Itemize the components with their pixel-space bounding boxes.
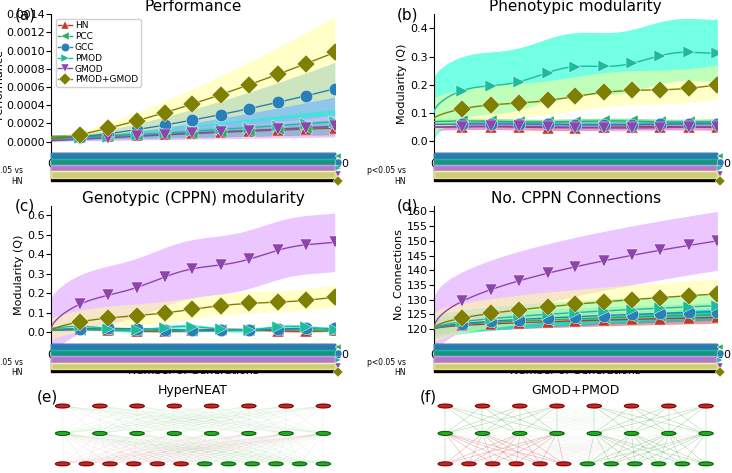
Circle shape <box>245 462 259 466</box>
Circle shape <box>130 431 144 435</box>
Circle shape <box>204 404 219 408</box>
Circle shape <box>438 431 452 435</box>
Circle shape <box>651 462 665 466</box>
Circle shape <box>316 404 330 408</box>
Text: p<0.05 vs
HN: p<0.05 vs HN <box>367 358 406 377</box>
Circle shape <box>56 431 70 435</box>
Circle shape <box>475 431 490 435</box>
Circle shape <box>699 404 713 408</box>
Bar <box>51 171 335 177</box>
Circle shape <box>462 462 476 466</box>
Bar <box>434 344 717 350</box>
Circle shape <box>438 462 452 466</box>
Bar <box>434 171 717 177</box>
Bar <box>51 153 335 159</box>
Bar <box>434 159 717 165</box>
Circle shape <box>699 462 713 466</box>
Circle shape <box>198 462 212 466</box>
Bar <box>51 165 335 171</box>
Circle shape <box>699 431 713 435</box>
Circle shape <box>550 431 564 435</box>
Circle shape <box>93 404 107 408</box>
Bar <box>434 363 717 369</box>
Circle shape <box>316 431 330 435</box>
Circle shape <box>222 462 236 466</box>
Circle shape <box>550 404 564 408</box>
Circle shape <box>293 462 307 466</box>
Bar <box>51 344 335 372</box>
Text: p<0.05 vs
HN: p<0.05 vs HN <box>0 358 23 377</box>
Bar <box>434 165 717 171</box>
X-axis label: Number of Generations: Number of Generations <box>510 366 641 376</box>
Legend: HN, PCC, GCC, PMOD, GMOD, PMOD+GMOD: HN, PCC, GCC, PMOD, GMOD, PMOD+GMOD <box>56 19 141 87</box>
Circle shape <box>438 404 452 408</box>
Circle shape <box>624 404 638 408</box>
Circle shape <box>279 404 294 408</box>
Text: p<0.05 vs
HN: p<0.05 vs HN <box>367 166 406 186</box>
Circle shape <box>130 404 144 408</box>
Bar <box>434 153 717 159</box>
Circle shape <box>167 404 182 408</box>
Circle shape <box>269 462 283 466</box>
Circle shape <box>512 404 527 408</box>
Y-axis label: Modularity (Q): Modularity (Q) <box>15 235 24 315</box>
Circle shape <box>167 431 182 435</box>
Title: Performance: Performance <box>144 0 242 14</box>
Circle shape <box>56 404 70 408</box>
X-axis label: Number of Generations: Number of Generations <box>127 366 258 376</box>
Circle shape <box>79 462 94 466</box>
Text: (e): (e) <box>37 389 59 404</box>
Bar <box>434 350 717 356</box>
Text: (d): (d) <box>397 199 419 214</box>
Circle shape <box>604 462 619 466</box>
Bar <box>51 363 335 369</box>
Y-axis label: Modularity (Q): Modularity (Q) <box>397 43 407 123</box>
Title: HyperNEAT: HyperNEAT <box>158 384 228 397</box>
Text: p<0.05 vs
HN: p<0.05 vs HN <box>0 166 23 186</box>
Circle shape <box>150 462 165 466</box>
Y-axis label: Performance: Performance <box>0 48 4 119</box>
Circle shape <box>512 431 527 435</box>
Circle shape <box>204 431 219 435</box>
Bar <box>51 153 335 181</box>
Bar <box>434 356 717 363</box>
Circle shape <box>93 431 107 435</box>
Bar <box>51 350 335 356</box>
Circle shape <box>662 431 676 435</box>
Circle shape <box>624 431 638 435</box>
Circle shape <box>509 462 523 466</box>
Title: Genotypic (CPPN) modularity: Genotypic (CPPN) modularity <box>81 191 305 206</box>
Bar <box>434 344 717 372</box>
Bar <box>51 356 335 363</box>
Circle shape <box>587 431 602 435</box>
Circle shape <box>587 404 602 408</box>
Circle shape <box>475 404 490 408</box>
Title: Phenotypic modularity: Phenotypic modularity <box>489 0 662 14</box>
Circle shape <box>580 462 594 466</box>
Circle shape <box>174 462 188 466</box>
Circle shape <box>485 462 500 466</box>
Circle shape <box>628 462 642 466</box>
Circle shape <box>675 462 690 466</box>
Y-axis label: No. Connections: No. Connections <box>394 229 404 320</box>
Circle shape <box>127 462 141 466</box>
Circle shape <box>279 431 294 435</box>
Title: No. CPPN Connections: No. CPPN Connections <box>490 191 661 206</box>
Bar <box>51 159 335 165</box>
Circle shape <box>242 404 256 408</box>
Text: (b): (b) <box>397 7 419 22</box>
Text: (f): (f) <box>419 389 437 404</box>
Circle shape <box>533 462 547 466</box>
Circle shape <box>103 462 117 466</box>
Circle shape <box>316 462 330 466</box>
Bar <box>434 153 717 181</box>
Title: GMOD+PMOD: GMOD+PMOD <box>531 384 620 397</box>
Text: (c): (c) <box>15 199 34 214</box>
Circle shape <box>557 462 571 466</box>
Circle shape <box>242 431 256 435</box>
Bar <box>51 344 335 350</box>
Circle shape <box>662 404 676 408</box>
Circle shape <box>56 462 70 466</box>
Text: (a): (a) <box>15 7 36 22</box>
